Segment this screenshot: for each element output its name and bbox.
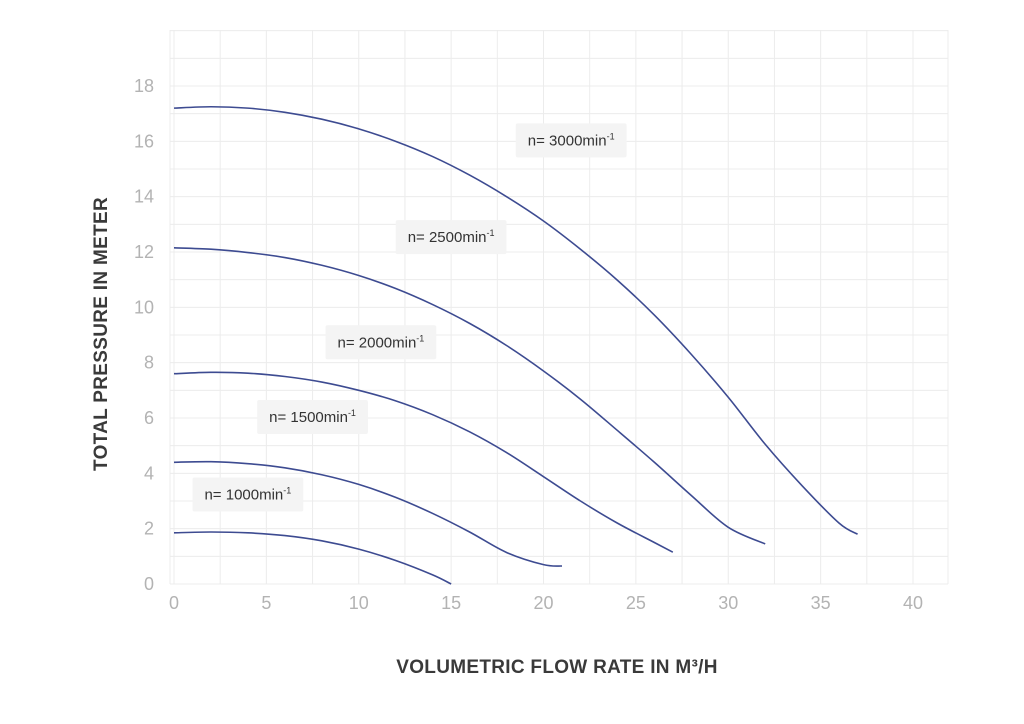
curve-label: n= 2000min-1	[325, 325, 437, 360]
x-tick-label: 35	[811, 593, 831, 613]
y-tick-label: 12	[134, 242, 154, 262]
x-tick-label: 30	[718, 593, 738, 613]
curve-label-box	[395, 220, 507, 255]
x-tick-label: 5	[261, 593, 271, 613]
y-tick-label: 14	[134, 187, 154, 207]
curve-label-superscript: -1	[283, 485, 291, 495]
curve-label-text: n= 2500min-1	[408, 228, 495, 246]
curve-label-box	[257, 400, 368, 434]
x-tick-label: 10	[349, 593, 369, 613]
x-axis-title: VOLUMETRIC FLOW RATE IN M³/H	[396, 657, 718, 678]
x-tick-label: 25	[626, 593, 646, 613]
x-tick-label: 40	[903, 593, 923, 613]
x-tick-label: 0	[169, 593, 179, 613]
y-tick-label: 8	[144, 353, 154, 373]
curve-line	[173, 460, 563, 567]
curve-line	[173, 531, 452, 585]
x-tick-label: 20	[533, 593, 553, 613]
curve-label-text: n= 3000min-1	[528, 131, 615, 149]
curve-label-main: n= 2500min	[408, 229, 487, 246]
y-tick-label: 10	[134, 297, 154, 317]
x-tick-label: 15	[441, 593, 461, 613]
curve-label: n= 3000min-1	[515, 123, 627, 158]
curve-label-superscript: -1	[348, 408, 356, 418]
curve-label-box	[325, 325, 437, 360]
curve-label-main: n= 1000min	[204, 486, 283, 503]
curve-label-box	[515, 123, 627, 158]
curve-labels: n= 1000min-1n= 1500min-1n= 2000min-1n= 2…	[192, 123, 627, 512]
curve-label: n= 1500min-1	[257, 400, 368, 434]
y-tick-label: 2	[144, 519, 154, 539]
curve-label-text: n= 1000min-1	[204, 485, 291, 503]
curve-label: n= 1000min-1	[192, 477, 304, 512]
tick-labels: 0 5 10 15 20 25 30 35 40 0 2 4 6 8 10 12 14 16 18	[134, 76, 923, 613]
curve-label-main: n= 3000min	[528, 132, 607, 149]
curve-label: n= 2500min-1	[395, 220, 507, 255]
curve-line	[173, 105, 858, 535]
y-tick-label: 6	[144, 408, 154, 428]
curve-line	[173, 247, 766, 545]
curve-label-main: n= 1500min	[269, 409, 348, 426]
y-tick-label: 16	[134, 131, 154, 151]
y-axis-title: TOTAL PRESSURE IN METER	[91, 197, 112, 471]
curve-label-box	[192, 477, 304, 512]
curve-label-text: n= 1500min-1	[269, 408, 356, 426]
y-tick-label: 4	[144, 463, 154, 483]
curve-label-superscript: -1	[487, 228, 495, 238]
curve-label-superscript: -1	[416, 333, 424, 343]
curve-label-superscript: -1	[607, 131, 615, 141]
y-tick-label: 0	[144, 574, 154, 594]
curves	[173, 105, 858, 585]
curve-label-main: n= 2000min	[337, 334, 416, 351]
curve-line	[173, 371, 674, 553]
y-tick-label: 18	[134, 76, 154, 96]
curve-label-text: n= 2000min-1	[337, 333, 424, 351]
grid	[169, 30, 949, 585]
